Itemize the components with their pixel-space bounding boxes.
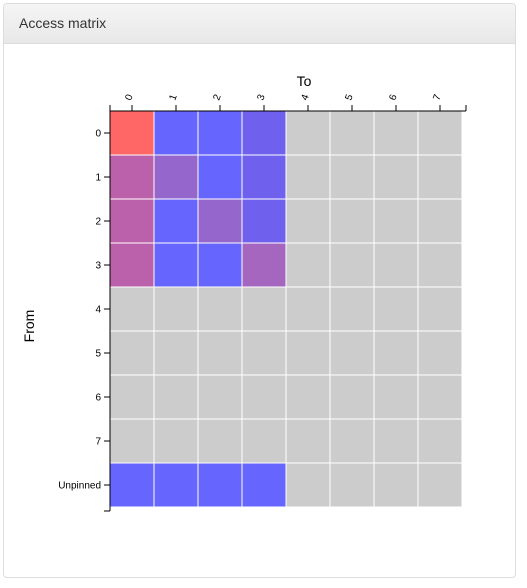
matrix-cell bbox=[417, 110, 463, 156]
matrix-cell bbox=[417, 462, 463, 508]
matrix-cell bbox=[109, 110, 155, 156]
x-tick-label: 0 bbox=[123, 93, 135, 102]
matrix-cell bbox=[329, 374, 375, 420]
matrix-cell bbox=[417, 242, 463, 288]
matrix-cell bbox=[153, 198, 199, 244]
y-tick-label: 7 bbox=[95, 437, 101, 448]
matrix-cell bbox=[373, 462, 419, 508]
matrix-cell bbox=[241, 110, 287, 156]
matrix-cell bbox=[153, 462, 199, 508]
matrix-cell bbox=[285, 462, 331, 508]
matrix-cell bbox=[109, 462, 155, 508]
matrix-cell bbox=[109, 198, 155, 244]
matrix-cell bbox=[153, 154, 199, 200]
matrix-cell bbox=[153, 286, 199, 332]
matrix-cell bbox=[285, 374, 331, 420]
y-tick-label: 0 bbox=[95, 129, 101, 140]
matrix-cell bbox=[373, 242, 419, 288]
panel-body: 0 1 2 3 4 5 6 7 0 1 2 3 4 5 6 7 Unpinned To From bbox=[4, 44, 515, 577]
x-tick-label: 3 bbox=[255, 93, 267, 102]
x-tick-label: 5 bbox=[343, 93, 355, 102]
y-tick-label: Unpinned bbox=[58, 481, 101, 492]
heatmap-cells bbox=[109, 110, 463, 508]
matrix-cell bbox=[197, 462, 243, 508]
matrix-cell bbox=[285, 286, 331, 332]
matrix-cell bbox=[373, 286, 419, 332]
matrix-cell bbox=[197, 110, 243, 156]
matrix-cell bbox=[153, 242, 199, 288]
matrix-cell bbox=[241, 242, 287, 288]
matrix-cell bbox=[109, 242, 155, 288]
matrix-cell bbox=[197, 242, 243, 288]
matrix-cell bbox=[241, 374, 287, 420]
y-tick-label: 4 bbox=[95, 305, 101, 316]
matrix-cell bbox=[109, 286, 155, 332]
matrix-cell bbox=[285, 154, 331, 200]
matrix-cell bbox=[329, 330, 375, 376]
matrix-cell bbox=[373, 330, 419, 376]
matrix-cell bbox=[417, 154, 463, 200]
matrix-cell bbox=[285, 330, 331, 376]
matrix-cell bbox=[153, 418, 199, 464]
matrix-cell bbox=[197, 286, 243, 332]
panel-heading: Access matrix bbox=[4, 4, 515, 44]
matrix-cell bbox=[109, 374, 155, 420]
x-tick-label: 7 bbox=[431, 93, 443, 102]
matrix-cell bbox=[197, 154, 243, 200]
matrix-cell bbox=[417, 374, 463, 420]
matrix-cell bbox=[109, 154, 155, 200]
matrix-cell bbox=[109, 418, 155, 464]
matrix-cell bbox=[373, 374, 419, 420]
matrix-cell bbox=[329, 286, 375, 332]
matrix-cell bbox=[417, 198, 463, 244]
matrix-cell bbox=[197, 330, 243, 376]
y-tick-label: 3 bbox=[95, 261, 101, 272]
matrix-cell bbox=[241, 198, 287, 244]
heatmap-axes: 0 1 2 3 4 5 6 7 0 1 2 3 4 5 6 7 Unpinned bbox=[58, 93, 467, 512]
y-axis-title: From bbox=[21, 310, 37, 343]
matrix-cell bbox=[197, 418, 243, 464]
y-tick-label: 2 bbox=[95, 217, 101, 228]
matrix-cell bbox=[197, 198, 243, 244]
matrix-cell bbox=[285, 110, 331, 156]
x-tick-label: 1 bbox=[167, 93, 179, 102]
panel-title: Access matrix bbox=[19, 15, 107, 31]
access-matrix-panel: Access matrix 0 1 2 3 4 5 6 7 0 1 2 3 4 5 6 7 Unpinned T… bbox=[3, 3, 516, 578]
x-axis-title: To bbox=[297, 73, 312, 89]
y-tick-label: 6 bbox=[95, 393, 101, 404]
matrix-cell bbox=[329, 242, 375, 288]
matrix-cell bbox=[241, 286, 287, 332]
matrix-cell bbox=[373, 198, 419, 244]
matrix-cell bbox=[329, 198, 375, 244]
matrix-cell bbox=[109, 330, 155, 376]
x-tick-label: 4 bbox=[299, 93, 311, 102]
y-tick-label: 5 bbox=[95, 349, 101, 360]
access-matrix-chart: 0 1 2 3 4 5 6 7 0 1 2 3 4 5 6 7 Unpinned To From bbox=[21, 73, 467, 512]
matrix-cell bbox=[329, 418, 375, 464]
matrix-cell bbox=[241, 418, 287, 464]
matrix-cell bbox=[373, 110, 419, 156]
matrix-cell bbox=[329, 154, 375, 200]
matrix-cell bbox=[417, 330, 463, 376]
matrix-cell bbox=[241, 330, 287, 376]
matrix-cell bbox=[329, 462, 375, 508]
matrix-cell bbox=[285, 418, 331, 464]
matrix-cell bbox=[417, 418, 463, 464]
x-tick-label: 2 bbox=[211, 93, 223, 102]
matrix-cell bbox=[153, 374, 199, 420]
matrix-cell bbox=[373, 154, 419, 200]
x-tick-label: 6 bbox=[387, 93, 399, 102]
y-tick-label: 1 bbox=[95, 173, 101, 184]
matrix-cell bbox=[241, 154, 287, 200]
matrix-cell bbox=[329, 110, 375, 156]
matrix-cell bbox=[153, 110, 199, 156]
matrix-cell bbox=[373, 418, 419, 464]
matrix-cell bbox=[197, 374, 243, 420]
matrix-cell bbox=[153, 330, 199, 376]
matrix-cell bbox=[417, 286, 463, 332]
matrix-cell bbox=[241, 462, 287, 508]
matrix-cell bbox=[285, 198, 331, 244]
matrix-cell bbox=[285, 242, 331, 288]
